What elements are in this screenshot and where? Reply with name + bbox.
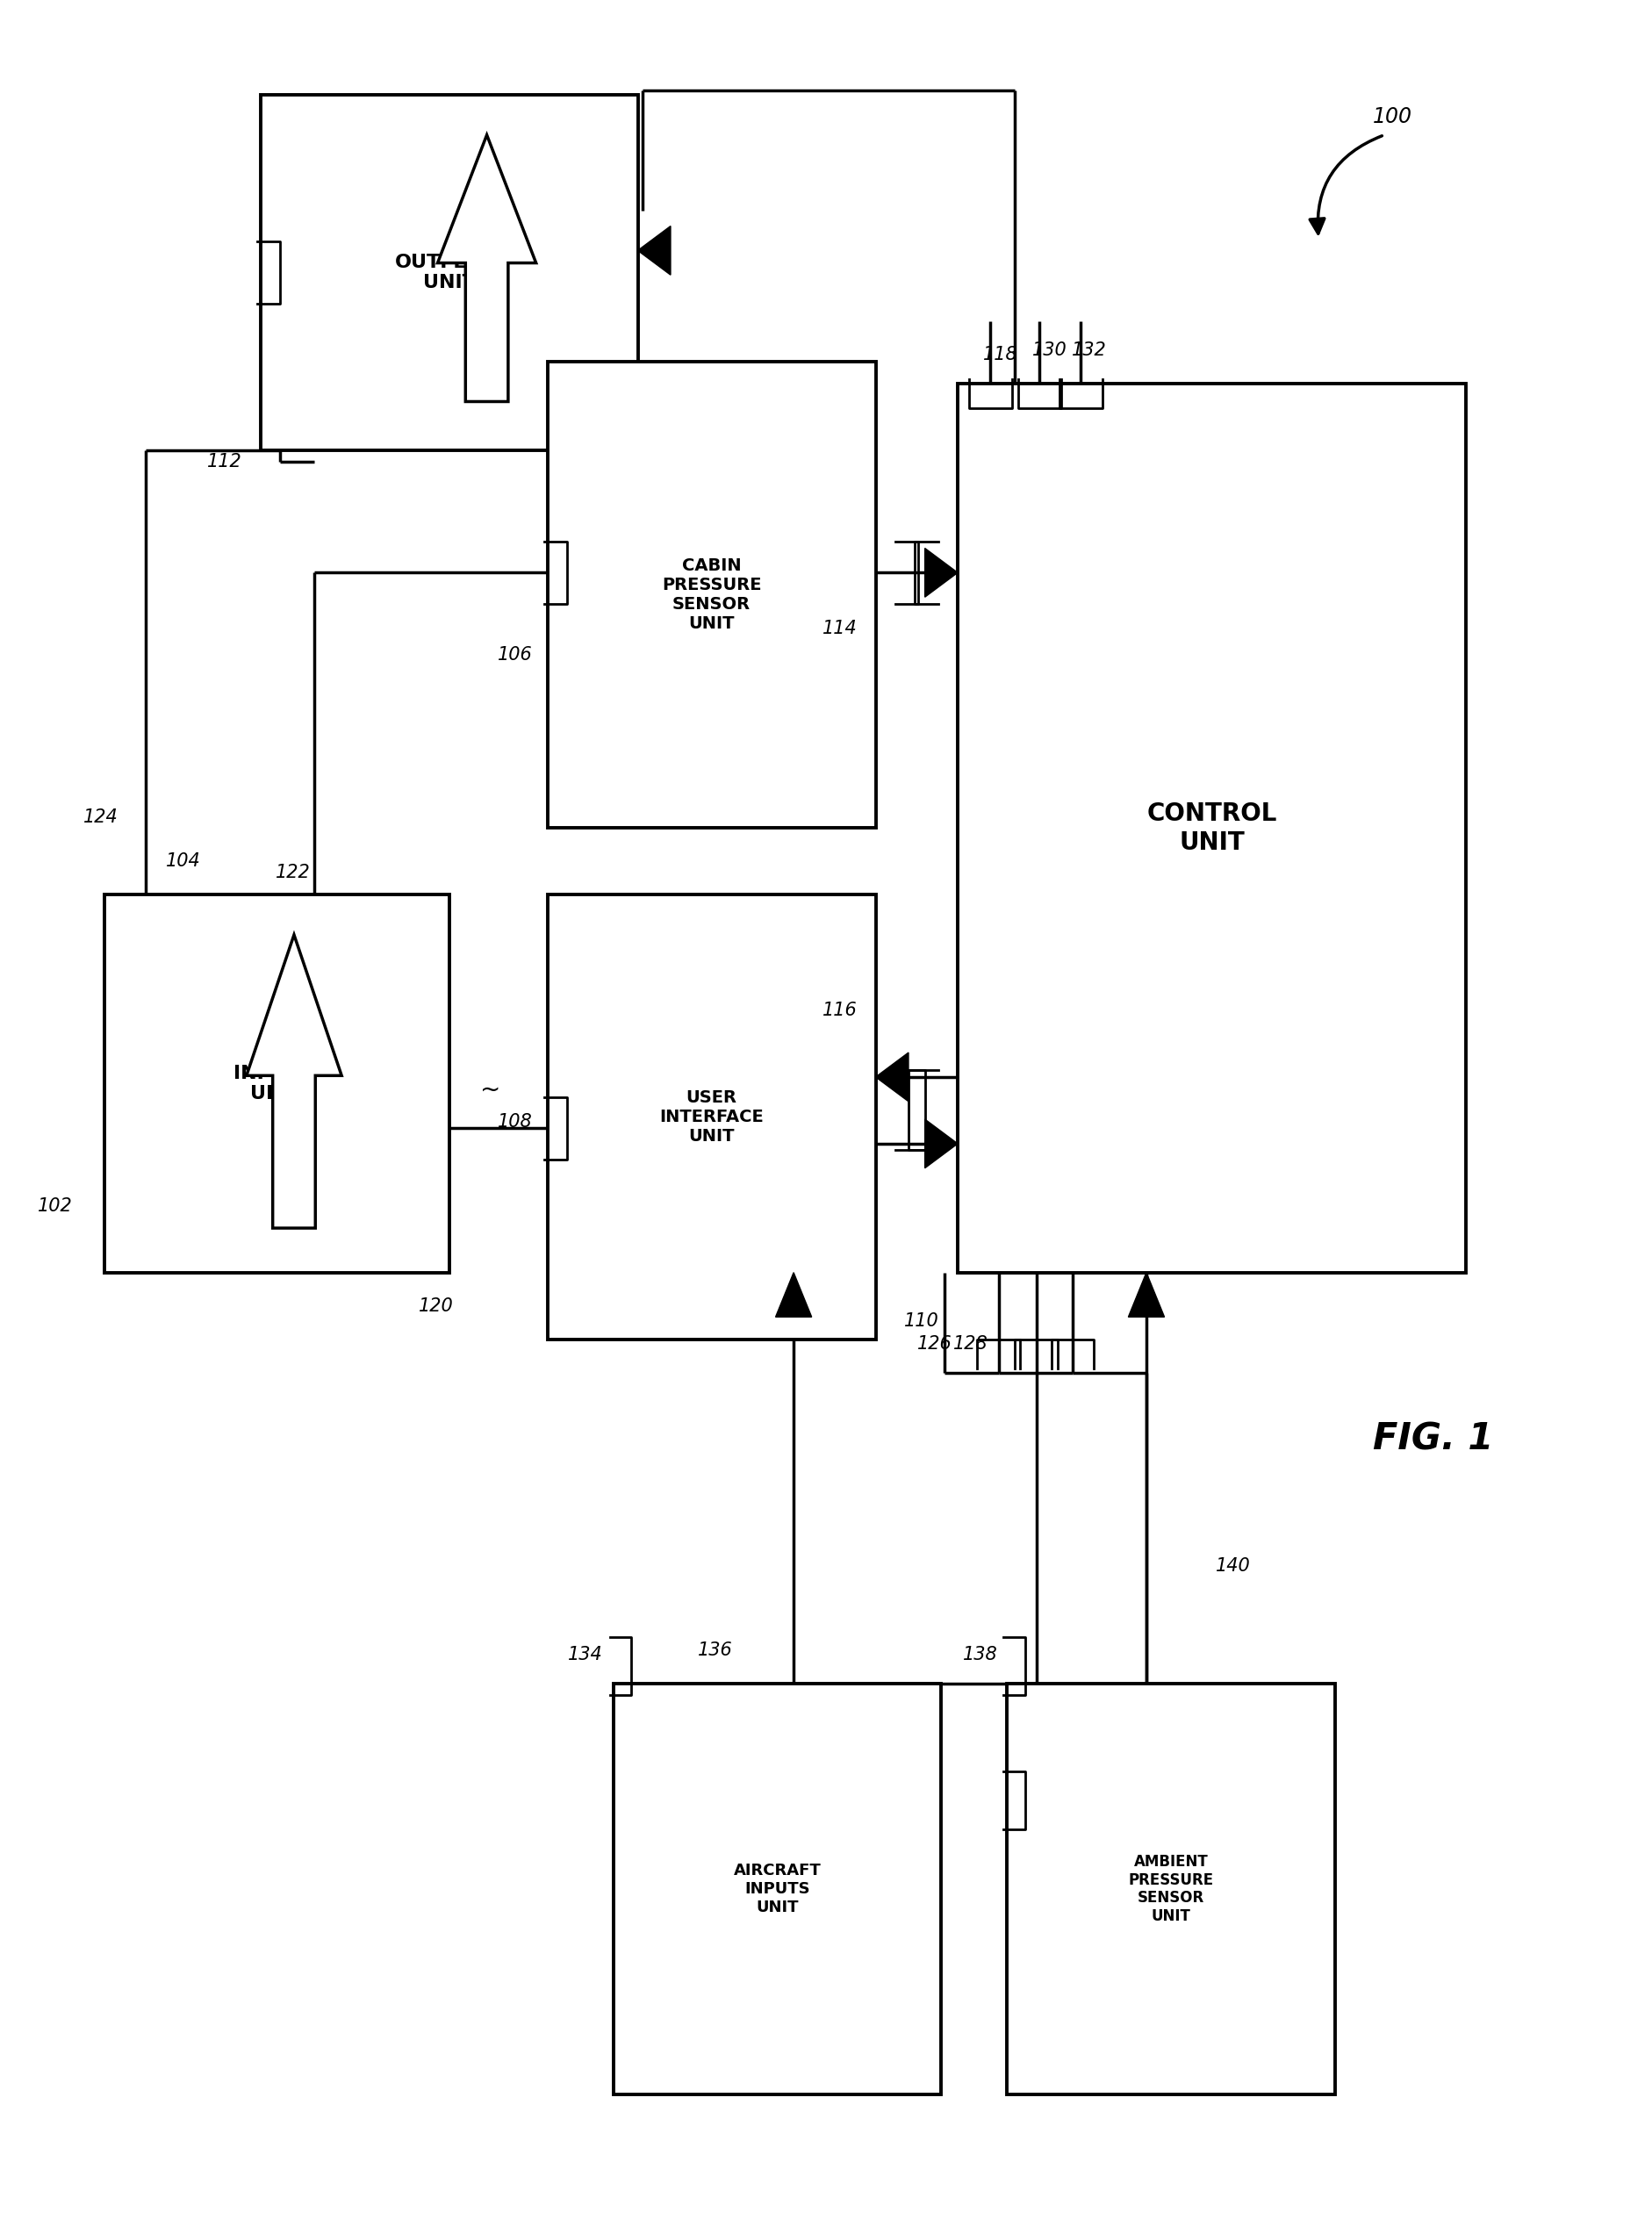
- Bar: [613, 1684, 940, 2095]
- Text: 114: 114: [821, 619, 856, 637]
- Polygon shape: [246, 934, 342, 1229]
- Text: USER
INTERFACE
UNIT: USER INTERFACE UNIT: [659, 1090, 763, 1144]
- Bar: [261, 96, 638, 451]
- Text: ~: ~: [479, 1079, 501, 1104]
- Bar: [547, 362, 876, 829]
- Text: 134: 134: [568, 1646, 603, 1664]
- Text: AMBIENT
PRESSURE
SENSOR
UNIT: AMBIENT PRESSURE SENSOR UNIT: [1128, 1854, 1213, 1923]
- Text: 108: 108: [497, 1113, 532, 1130]
- Text: 104: 104: [165, 853, 200, 871]
- Text: 110: 110: [904, 1314, 938, 1329]
- Text: 136: 136: [697, 1642, 732, 1660]
- Text: 128: 128: [953, 1336, 988, 1352]
- Text: 120: 120: [418, 1298, 453, 1314]
- Text: 106: 106: [497, 646, 532, 663]
- Text: 112: 112: [206, 454, 241, 471]
- Text: CONTROL
UNIT: CONTROL UNIT: [1146, 802, 1277, 856]
- Bar: [547, 896, 876, 1338]
- Text: 122: 122: [276, 865, 311, 882]
- Text: 132: 132: [1070, 342, 1105, 360]
- Text: 102: 102: [38, 1197, 73, 1215]
- Text: OUTFLOW
UNIT: OUTFLOW UNIT: [395, 255, 504, 293]
- Bar: [1006, 1684, 1335, 2095]
- Text: CABIN
PRESSURE
SENSOR
UNIT: CABIN PRESSURE SENSOR UNIT: [661, 558, 762, 632]
- Text: INFLOW
UNIT: INFLOW UNIT: [233, 1066, 320, 1104]
- Text: 126: 126: [917, 1336, 952, 1352]
- Text: 138: 138: [963, 1646, 998, 1664]
- Text: 140: 140: [1216, 1557, 1251, 1575]
- Polygon shape: [1128, 1273, 1163, 1318]
- Polygon shape: [925, 547, 957, 596]
- Polygon shape: [638, 226, 671, 275]
- Text: 100: 100: [1373, 107, 1411, 127]
- Bar: [104, 896, 449, 1273]
- Polygon shape: [775, 1273, 811, 1318]
- Bar: [957, 384, 1465, 1273]
- Text: 124: 124: [84, 809, 119, 827]
- Polygon shape: [876, 1052, 909, 1101]
- Polygon shape: [438, 134, 535, 402]
- Text: 130: 130: [1031, 342, 1067, 360]
- Text: 116: 116: [821, 1001, 856, 1019]
- Text: AIRCRAFT
INPUTS
UNIT: AIRCRAFT INPUTS UNIT: [733, 1863, 821, 1915]
- Text: FIG. 1: FIG. 1: [1373, 1421, 1493, 1457]
- Polygon shape: [925, 1119, 957, 1168]
- Text: 118: 118: [983, 346, 1018, 364]
